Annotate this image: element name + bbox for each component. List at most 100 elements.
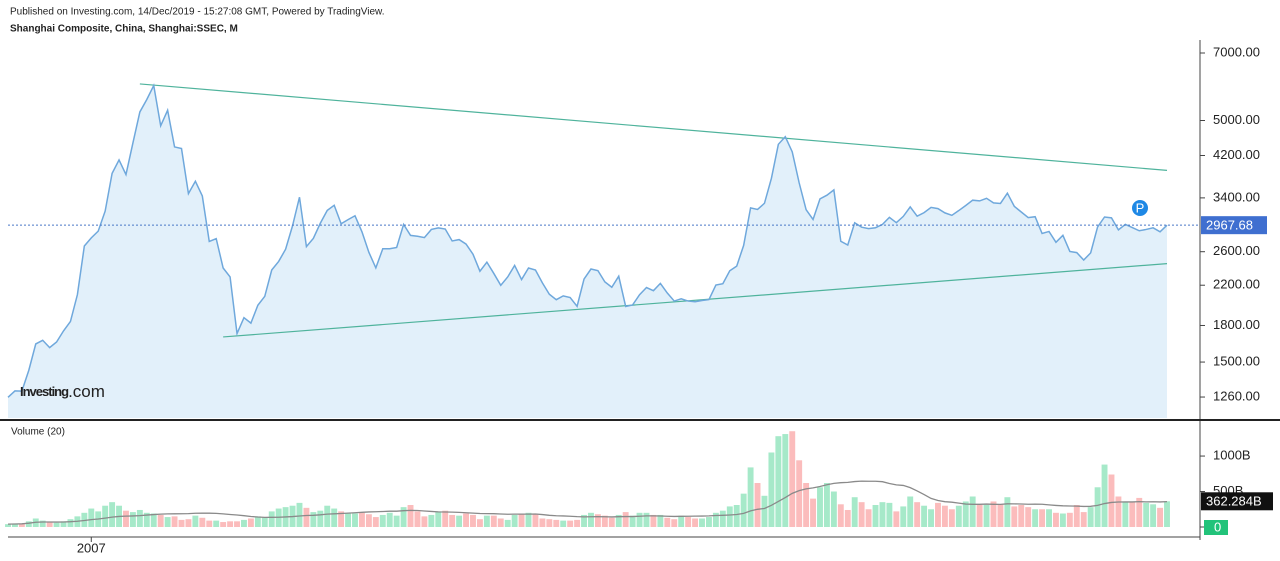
volume-bar — [407, 505, 414, 527]
volume-title: Volume (20) — [11, 427, 65, 438]
volume-bar — [733, 505, 740, 527]
volume-bar — [136, 509, 143, 527]
volume-bar — [18, 523, 25, 527]
volume-bar — [830, 491, 837, 527]
volume-bar — [53, 522, 60, 527]
volume-bar — [803, 483, 810, 527]
volume-bar — [1004, 497, 1011, 527]
volume-bar — [1011, 506, 1018, 527]
volume-bar — [768, 452, 775, 527]
volume-bar — [1101, 464, 1108, 527]
volume-bar — [948, 509, 955, 527]
y-tick-label: 4200.00 — [1213, 147, 1260, 162]
volume-bar — [928, 509, 934, 527]
volume-bar — [983, 505, 990, 527]
volume-bar — [109, 502, 116, 527]
last-volume-label: 362.284B — [1206, 494, 1262, 509]
volume-bar — [247, 518, 254, 527]
x-tick-label: 2007 — [77, 540, 106, 555]
logo: Investing.com — [20, 382, 105, 401]
volume-bar — [261, 517, 268, 527]
volume-bar — [941, 505, 948, 527]
volume-bar — [893, 511, 900, 527]
volume-bar — [192, 515, 199, 527]
volume-bar — [331, 508, 338, 527]
volume-bar — [470, 514, 476, 527]
y-tick-label: 7000.00 — [1213, 44, 1260, 59]
volume-bar — [296, 502, 303, 527]
volume-bar — [102, 505, 109, 527]
marker-badge[interactable] — [1132, 200, 1148, 216]
volume-bar — [365, 514, 372, 527]
volume-bar — [1143, 502, 1150, 527]
volume-bar — [504, 519, 511, 527]
volume-bar — [588, 512, 594, 527]
volume-bar — [581, 514, 587, 527]
volume-bar — [1094, 487, 1101, 527]
volume-bar — [900, 506, 907, 527]
volume-bar — [150, 513, 157, 527]
y-tick-label: 1800.00 — [1213, 317, 1260, 332]
volume-bar — [449, 514, 456, 527]
volume-bar — [345, 513, 352, 527]
volume-tick-label: 0 — [1214, 519, 1221, 534]
y-tick-label: 3400.00 — [1213, 189, 1260, 204]
volume-bar — [358, 512, 365, 527]
volume-bar — [1059, 513, 1066, 527]
y-tick-label: 2600.00 — [1213, 243, 1260, 258]
volume-bar — [234, 521, 240, 527]
volume-bar — [1080, 512, 1087, 527]
volume-bar — [1108, 474, 1115, 527]
y-tick-label: 5000.00 — [1213, 112, 1260, 127]
volume-bar — [976, 505, 983, 527]
volume-bar — [650, 514, 657, 527]
volume-bar — [636, 512, 643, 527]
volume-bar — [268, 511, 275, 527]
volume-bar — [227, 521, 234, 527]
volume-bar — [241, 519, 247, 527]
volume-bar — [164, 517, 171, 527]
volume-bar — [560, 520, 567, 527]
volume-bar — [685, 517, 692, 527]
volume-bar — [532, 514, 539, 527]
volume-bar — [1115, 496, 1122, 527]
volume-bar — [1066, 512, 1073, 527]
volume-bar — [567, 520, 574, 527]
volume-bar — [476, 519, 483, 527]
volume-bar — [706, 517, 712, 527]
volume-bar — [428, 514, 435, 527]
volume-bar — [539, 518, 546, 527]
volume-bar — [129, 512, 136, 527]
volume-bar — [699, 518, 705, 527]
published-note: Published on Investing.com, 14/Dec/2019 … — [10, 7, 384, 18]
volume-bar — [1136, 497, 1143, 527]
volume-bar — [178, 519, 185, 527]
volume-bar — [629, 515, 636, 527]
marker-label[interactable]: P — [1136, 200, 1145, 215]
volume-bar — [817, 487, 823, 527]
volume-bar — [1164, 501, 1170, 527]
volume-bar — [518, 513, 525, 527]
volume-bar — [1150, 504, 1157, 527]
volume-bar — [601, 515, 608, 527]
volume-bar — [414, 511, 421, 527]
volume-bar — [608, 517, 615, 527]
volume-bar — [338, 511, 345, 527]
volume-bar — [574, 519, 581, 527]
volume-bar — [837, 504, 844, 527]
volume-bar — [497, 518, 504, 527]
volume-bar — [525, 512, 532, 527]
volume-bar — [615, 514, 622, 527]
volume-bar — [386, 512, 393, 527]
volume-bar — [914, 502, 921, 527]
volume-bar — [1018, 505, 1025, 527]
volume-bar — [657, 514, 664, 527]
volume-bar — [11, 523, 18, 527]
last-volume-box — [1201, 492, 1273, 511]
volume-bar — [678, 515, 685, 527]
volume-bar — [171, 516, 178, 527]
volume-bar — [46, 522, 53, 527]
volume-bar — [372, 517, 379, 527]
volume-bar — [782, 434, 789, 527]
